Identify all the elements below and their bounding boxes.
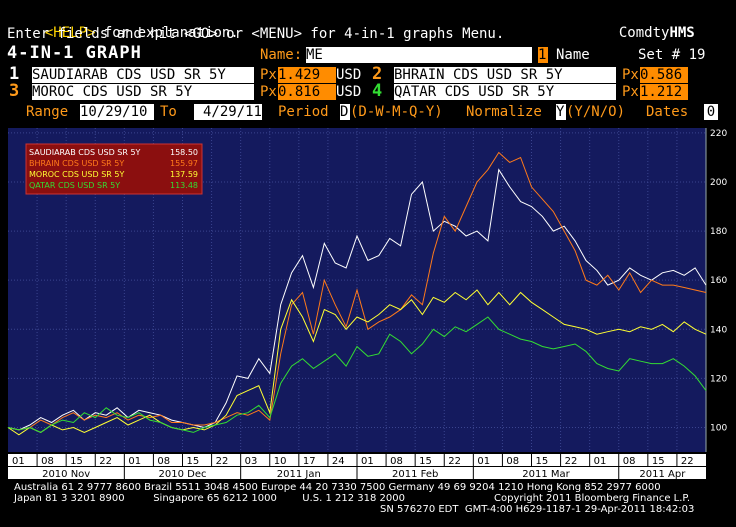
x-tick-label: 22 — [565, 456, 578, 467]
help-text: for explanation. — [95, 25, 239, 41]
footer-session: SN 576270 EDT GMT-4:00 H629-1187-1 29-Ap… — [380, 504, 695, 515]
legend-box — [25, 143, 203, 195]
legend-label-3: MOROC CDS USD SR 5Y — [29, 170, 124, 179]
security-1-number: 1 — [9, 64, 21, 84]
page-title: 4-IN-1 GRAPH — [7, 43, 142, 63]
x-tick-label: 03 — [245, 456, 258, 467]
set-label: Set # 19 — [638, 47, 706, 63]
x-tick-label: 22 — [681, 456, 694, 467]
footer-contacts-1: Australia 61 2 9777 8600 Brazil 5511 304… — [14, 482, 661, 493]
x-tick-label: 08 — [506, 456, 519, 467]
name-input[interactable]: ME — [306, 47, 532, 63]
security-3-ccy: USD — [336, 84, 362, 100]
x-tick-label: 01 — [477, 456, 490, 467]
range-to-label: To — [160, 104, 177, 120]
name-index[interactable]: 1 — [538, 47, 548, 63]
legend-value-4: 113.48 — [170, 181, 198, 190]
security-1-price[interactable]: 1.429 — [278, 67, 336, 83]
x-tick-label: 15 — [187, 456, 200, 467]
security-4-name[interactable]: QATAR CDS USD SR 5Y — [394, 84, 616, 100]
normalize-options: (Y/N/O) — [566, 104, 626, 120]
x-tick-label: 22 — [448, 456, 461, 467]
security-1-name[interactable]: SAUDIARAB CDS USD SR 5Y — [32, 67, 254, 83]
security-4-price[interactable]: 1.212 — [640, 84, 688, 100]
x-tick-label: 01 — [128, 456, 141, 467]
period-options: (D-W-M-Q-Y) — [350, 104, 443, 120]
x-month-label: 2010 Dec — [159, 469, 207, 480]
x-tick-label: 08 — [623, 456, 636, 467]
series-line-3 — [7, 289, 707, 436]
x-month-label: 2011 Apr — [639, 469, 686, 480]
x-month-label: 2011 Feb — [392, 469, 438, 480]
footer-copyright: Copyright 2011 Bloomberg Finance L.P. — [494, 493, 691, 504]
x-tick-label: 24 — [332, 456, 345, 467]
security-2-name[interactable]: BHRAIN CDS USD SR 5Y — [394, 67, 616, 83]
security-4-px-label: Px — [622, 84, 639, 100]
instructions: Enter fields and hit <GO> or <MENU> for … — [7, 26, 505, 42]
security-3-name[interactable]: MOROC CDS USD SR 5Y — [32, 84, 254, 100]
x-tick-label: 01 — [12, 456, 25, 467]
y-tick-label: 220 — [710, 129, 727, 139]
range-to-input[interactable]: 4/29/11 — [194, 104, 262, 120]
x-tick-label: 01 — [361, 456, 374, 467]
legend-value-3: 137.59 — [170, 170, 198, 179]
period-input[interactable]: D — [340, 104, 350, 120]
range-from-input[interactable]: 10/29/10 — [80, 104, 154, 120]
range-label: Range — [26, 104, 69, 120]
help-line: <HELP> for explanation. — [28, 9, 239, 41]
security-3-px-label: Px — [260, 84, 277, 100]
y-tick-label: 160 — [710, 276, 727, 286]
x-tick-label: 22 — [216, 456, 229, 467]
series-line-2 — [7, 151, 707, 431]
security-1-px-label: Px — [260, 67, 277, 83]
x-tick-label: 15 — [536, 456, 549, 467]
y-tick-label: 180 — [710, 227, 727, 237]
period-label: Period — [278, 104, 329, 120]
series-line-4 — [7, 316, 707, 433]
x-tick-label: 17 — [303, 456, 316, 467]
security-2-price[interactable]: 0.586 — [640, 67, 688, 83]
security-1-ccy: USD — [336, 67, 362, 83]
legend-label-4: QATAR CDS USD SR 5Y — [29, 181, 120, 190]
x-tick-label: 08 — [157, 456, 170, 467]
y-tick-label: 120 — [710, 374, 727, 384]
normalize-label: Normalize — [466, 104, 542, 120]
legend-value-2: 155.97 — [170, 159, 198, 168]
y-tick-label: 140 — [710, 325, 727, 335]
x-tick-label: 08 — [41, 456, 54, 467]
y-tick-label: 200 — [710, 178, 727, 188]
footer-contacts-2: Japan 81 3 3201 8900 Singapore 65 6212 1… — [14, 493, 405, 504]
series-line-1 — [7, 168, 707, 431]
x-tick-label: 22 — [99, 456, 112, 467]
x-tick-label: 10 — [274, 456, 287, 467]
y-tick-label: 100 — [710, 423, 727, 433]
security-4-number: 4 — [372, 81, 384, 101]
normalize-input[interactable]: Y — [556, 104, 566, 120]
x-month-label: 2011 Mar — [522, 469, 570, 480]
security-2-px-label: Px — [622, 67, 639, 83]
x-tick-label: 15 — [652, 456, 665, 467]
cds-line-chart: 100 120 140 160 180 200 220 01 08 15 22 01 08 15 22 03 1… — [6, 126, 734, 482]
dates-input[interactable]: 0 — [704, 104, 718, 120]
help-key[interactable]: <HELP> — [44, 25, 96, 41]
app-name: ComdtyHMS — [618, 25, 695, 41]
name-suffix: Name — [556, 47, 590, 63]
legend-label-1: SAUDIARAB CDS USD SR 5Y — [29, 148, 141, 157]
x-tick-label: 15 — [419, 456, 432, 467]
x-tick-label: 08 — [390, 456, 403, 467]
x-month-label: 2011 Jan — [277, 469, 321, 480]
legend-label-2: BHRAIN CDS USD SR 5Y — [29, 159, 124, 168]
security-3-price[interactable]: 0.816 — [278, 84, 336, 100]
x-month-label: 2010 Nov — [42, 469, 90, 480]
dates-label: Dates — [646, 104, 689, 120]
x-tick-label: 15 — [70, 456, 83, 467]
security-2-number: 2 — [372, 64, 384, 84]
x-tick-label: 01 — [594, 456, 607, 467]
name-label: Name: — [260, 47, 303, 63]
security-3-number: 3 — [9, 81, 21, 101]
legend-value-1: 158.50 — [170, 148, 198, 157]
